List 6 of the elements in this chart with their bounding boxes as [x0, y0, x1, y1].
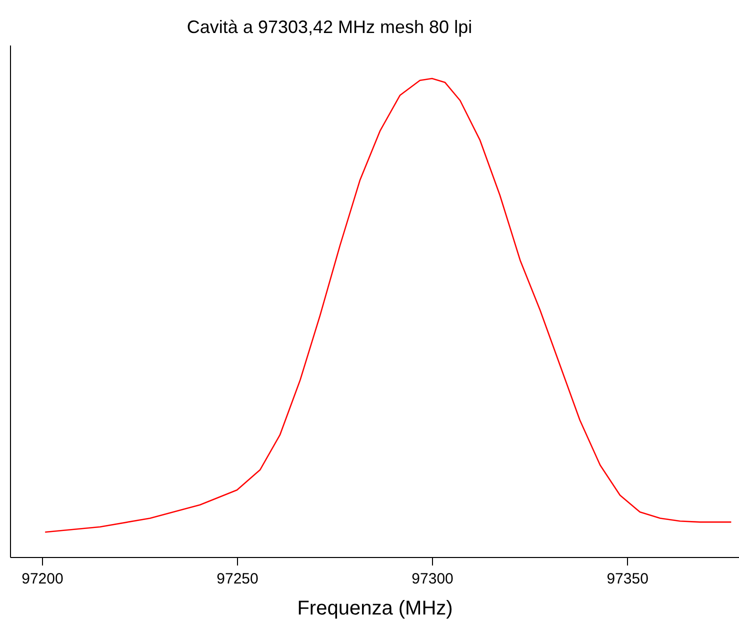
- x-tick-label: 97250: [216, 570, 258, 588]
- x-axis-title: Frequenza (MHz): [297, 598, 453, 620]
- chart-title: Cavità a 97303,42 MHz mesh 80 lpi: [186, 17, 472, 37]
- x-tick-label: 97300: [412, 570, 454, 588]
- x-tick-label: 97200: [22, 570, 64, 588]
- x-tick-label: 97350: [606, 570, 648, 588]
